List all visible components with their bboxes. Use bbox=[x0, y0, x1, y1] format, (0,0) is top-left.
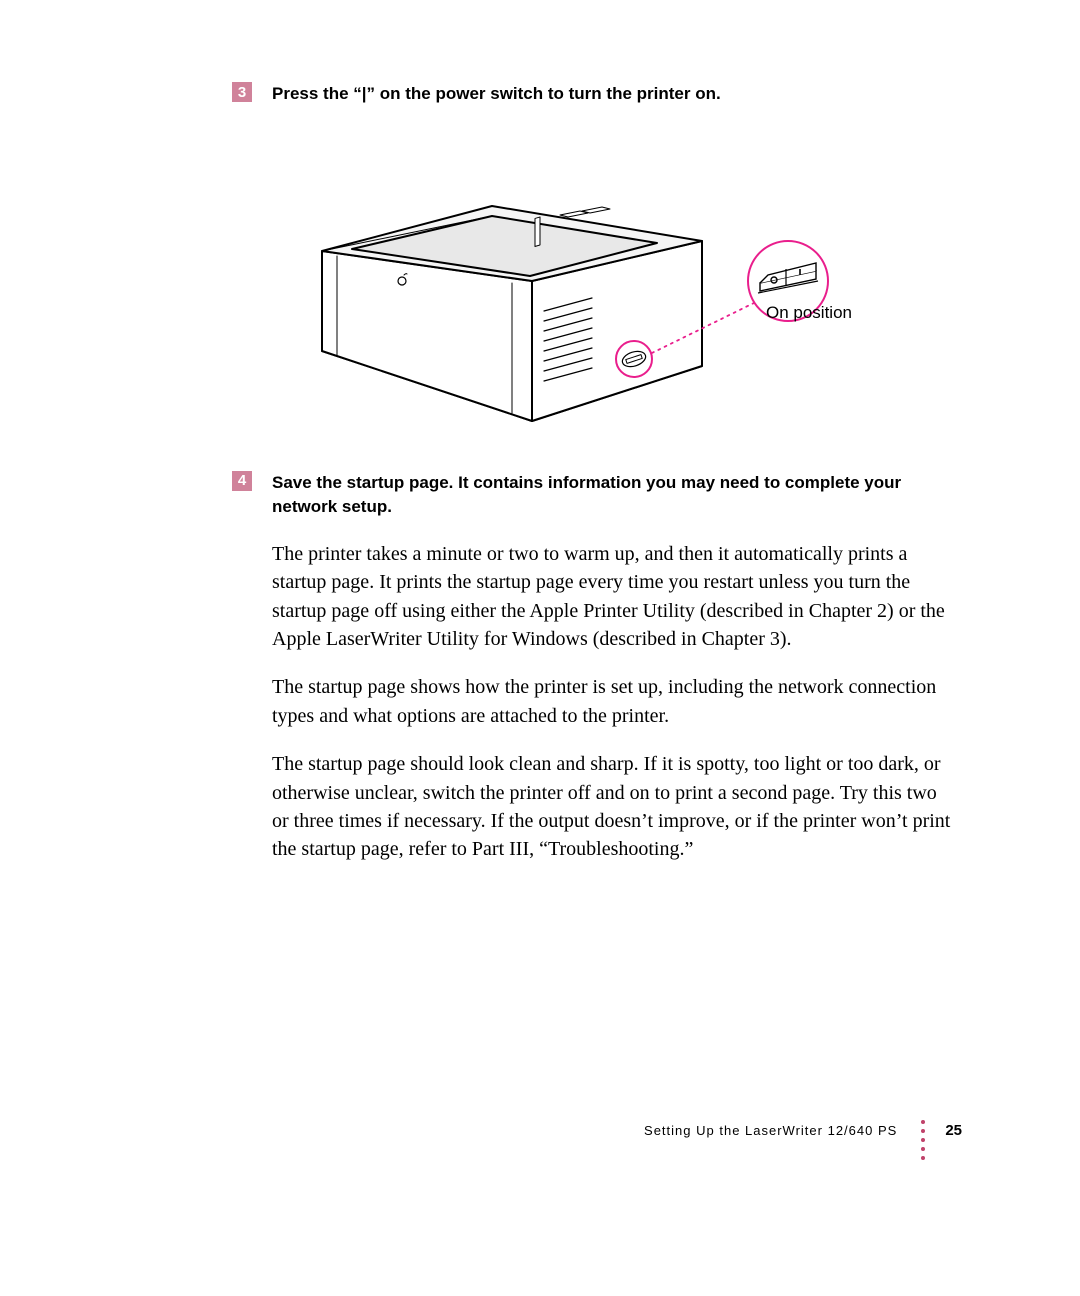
step-title-4: Save the startup page. It contains infor… bbox=[272, 471, 952, 520]
paragraph-2: The startup page shows how the printer i… bbox=[272, 673, 952, 730]
paragraph-1: The printer takes a minute or two to war… bbox=[272, 540, 952, 654]
body-text: The printer takes a minute or two to war… bbox=[272, 540, 952, 864]
step-number-4: 4 bbox=[232, 471, 252, 491]
step-title-3: Press the “|” on the power switch to tur… bbox=[272, 82, 721, 107]
paragraph-3: The startup page should look clean and s… bbox=[272, 750, 952, 864]
printer-on-figure: On position bbox=[282, 131, 842, 431]
step-number-3: 3 bbox=[232, 82, 252, 102]
footer-dots bbox=[921, 1120, 925, 1160]
step-3: 3 Press the “|” on the power switch to t… bbox=[232, 82, 952, 107]
footer-page-number: 25 bbox=[945, 1122, 962, 1139]
page-footer: Setting Up the LaserWriter 12/640 PS 25 bbox=[644, 1110, 962, 1150]
footer-title: Setting Up the LaserWriter 12/640 PS bbox=[644, 1123, 897, 1138]
step-4: 4 Save the startup page. It contains inf… bbox=[232, 471, 952, 520]
on-position-label: On position bbox=[766, 303, 852, 323]
